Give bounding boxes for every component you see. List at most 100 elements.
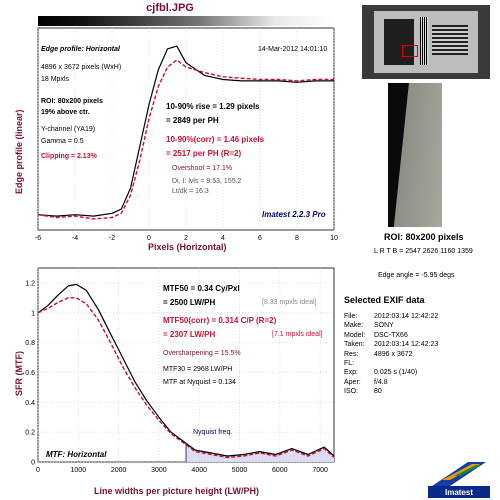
exif-key: Make: [344,322,364,330]
overshoot-text: Overshoot = 17.1% [172,165,233,172]
exif-row: Aper: f/4.8 [344,378,438,387]
edge-x-tick-label: 4 [221,235,225,242]
exif-title: Selected EXIF data [344,295,425,305]
edge-grid [37,28,335,230]
mtf-y-tick-label: 0.8 [25,340,35,347]
exif-key: FL: [344,360,355,368]
edge-series-corrected [37,59,334,220]
mtf-nyquist-text: MTF at Nyquist = 0.134 [163,379,236,386]
mtf30-text: MTF30 = 2968 LW/PH [163,366,233,373]
exif-key: File: [344,313,358,320]
edge-x-ticks: -6 -4 -2 0 2 4 6 8 10 [35,235,338,242]
mtf-panel-title: MTF: Horizontal [46,450,107,459]
mtf-y-tick-label: 0.6 [25,370,35,377]
mtf-series-corrected [37,297,335,459]
mtf-y-tick-label: 1.2 [25,280,35,287]
exif-value: 2012:03:14 12:42:22 [374,313,439,320]
exif-row: FL: [344,359,438,368]
edge-info-line-1: 4896 x 3672 pixels (WxH) [41,64,122,71]
mtf-y-tick-label: 0.2 [25,430,35,437]
edge-channel: Y-channel (YA19) [41,126,96,133]
edge-x-tick-label: -2 [109,235,115,242]
mtf-x-tick-label: 3000 [151,467,167,474]
mtf-grid [37,268,334,463]
mtf-x-axis-label: Line widths per picture height (LW/PH) [94,486,260,496]
exif-row: ISO: 80 [344,387,438,396]
edge-timestamp: 14-Mar-2012 14:01:10 [258,46,328,53]
mtf-x-tick-label: 6000 [272,467,288,474]
edge-lines [37,45,334,220]
exif-value: 4896 x 3672 [374,350,413,358]
edge-x-tick-label: 10 [330,235,338,242]
edge-gamma: Gamma = 0.5 [41,138,84,145]
mtf-x-tick-label: 2000 [111,467,127,474]
exif-row: Exp: 0.025 s (1/40) [344,368,438,377]
edge-info-line-2: 18 Mpxls [41,76,70,83]
edge-x-tick-label: 8 [295,235,299,242]
exif-value: SONY [374,322,394,330]
exif-key: Exp: [344,369,359,377]
exif-value: f/4.8 [374,378,388,386]
exif-key: Res: [344,350,359,358]
exif-row: Res: 4896 x 3672 [344,350,438,359]
logo-text: Imatest [445,488,473,497]
imatest-version: Imatest 2.2.3 Pro [262,210,326,219]
imatest-logo: Imatest [428,458,490,498]
mtf-x-tick-label: 1000 [71,467,87,474]
roi-thumbnail [388,83,442,227]
mtf-plot-frame [37,267,335,463]
oversharpening-text: Oversharpening = 15.5% [163,350,241,357]
lt-dk-text: Lt/dk = 16.3 [172,188,209,195]
mtf-x-tick-label: 4000 [191,467,207,474]
roi-lrtb: L R T B = 2547 2626 1160 1359 [374,248,473,255]
edge-roi-line: ROI: 80x200 pixels [41,98,103,105]
mtf-ticks: 0 1000 2000 3000 4000 5000 6000 7000 0 0.2 0.4 0.6 0… [25,280,328,474]
mtf-x-tick-label: 0 [36,467,40,474]
exif-row: Model: DSC-TX66 [344,331,438,340]
rise-line-1: 10-90% rise = 1.29 pixels [166,102,260,111]
edge-x-axis-label: Pixels (Horizontal) [148,242,227,252]
exif-value: 0.025 s (1/40) [374,369,418,377]
mtf-y-tick-label: 0 [31,460,35,467]
exif-list: File: 2012:03:14 12:42:22 Make: SONY Model… [344,312,438,397]
edge-x-tick-label: -6 [35,235,41,242]
exif-row: File: 2012:03:14 12:42:22 [344,312,438,321]
exif-value: DSC-TX66 [374,331,408,339]
mtf50corr-lw-line: = 2307 LW/PH [163,330,216,339]
file-title: cjfbl.JPG [146,2,194,14]
roi-caption: ROI: 80x200 pixels [384,232,464,242]
mtf-y-tick-label: 0.4 [25,400,35,407]
levels-text: Di, I: lvls = 9.53, 155.2 [172,178,242,185]
exif-value: 80 [374,388,382,396]
corr-line-2: = 2517 per PH (R=2) [166,149,242,158]
rise-line-2: = 2849 per PH [166,116,219,125]
edge-panel-title: Edge profile: Horizontal [41,46,120,53]
chart-thumbnail [362,5,490,79]
edge-clipping: Clipping = 2.13% [41,153,97,160]
edge-x-tick-label: 6 [258,235,262,242]
mtf-lines [37,283,335,459]
mtf50-line: MTF50 = 0.34 Cy/Pxl [163,284,240,293]
edge-x-tick-label: 0 [147,235,151,242]
ideal-mpxls-2: [7.1 mpxls ideal] [272,331,323,338]
edge-x-tick-label: -4 [72,235,78,242]
exif-value: 2012:03:14 12:42:23 [374,341,439,349]
edge-profile-chart: -6 -4 -2 0 2 4 6 8 10 [35,27,338,242]
edge-angle: Edge angle = -5.95 degs [378,272,455,279]
exif-key: Aper: [344,378,361,386]
exif-row: Taken: 2012:03:14 12:42:23 [344,340,438,349]
mtf-y-tick-label: 1 [31,310,35,317]
exif-key: ISO: [344,388,359,396]
exif-key: Taken: [344,341,365,349]
mtf50-lw-line: = 2500 LW/PH [163,298,216,307]
corr-line-1: 10-90%(corr) = 1.46 pixels [166,135,265,144]
mtf50corr-line: MTF50(corr) = 0.314 C/P (R=2) [163,316,277,325]
mtf-x-tick-label: 7000 [312,467,328,474]
gradient-strip [38,16,334,26]
mtf-x-tick-label: 5000 [232,467,248,474]
ideal-mpxls-1: [8.33 mpxls ideal] [262,299,317,306]
mtf-chart: 0 1000 2000 3000 4000 5000 6000 7000 0 0.2 0.4 0.6 0… [25,267,335,474]
mtf-series-measured [37,283,335,457]
edge-series-measured [37,45,334,217]
edge-roi-pos: 19% above ctr. [41,109,90,116]
